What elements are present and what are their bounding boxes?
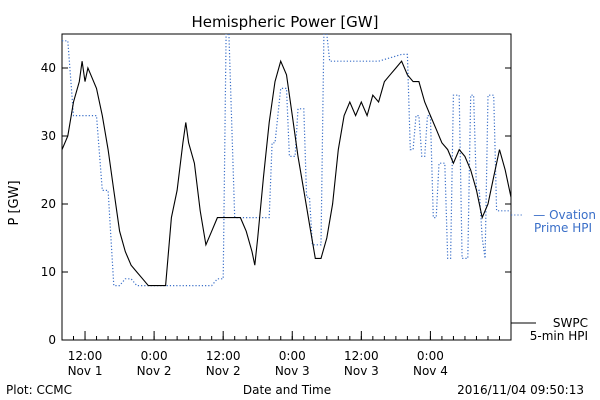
y-tick-label: 0 bbox=[48, 333, 56, 347]
x-tick-label-time: 0:00 bbox=[417, 349, 444, 363]
y-tick-label: 10 bbox=[41, 265, 56, 279]
plot-frame bbox=[61, 33, 512, 341]
x-tick-label-date: Nov 2 bbox=[137, 364, 172, 378]
x-tick-label-date: Nov 1 bbox=[68, 364, 103, 378]
x-tick-label-date: Nov 4 bbox=[413, 364, 448, 378]
x-tick-label-date: Nov 3 bbox=[275, 364, 310, 378]
x-tick-label-time: 12:00 bbox=[206, 349, 241, 363]
y-tick-label: 40 bbox=[41, 61, 56, 75]
x-tick-label-date: Nov 3 bbox=[344, 364, 379, 378]
x-tick-label-date: Nov 2 bbox=[206, 364, 241, 378]
x-tick-label-time: 0:00 bbox=[279, 349, 306, 363]
y-axis: 0 10 20 30 40 bbox=[41, 61, 511, 347]
series-layer bbox=[62, 34, 511, 287]
y-tick-label: 30 bbox=[41, 129, 56, 143]
swpc-series-line bbox=[62, 59, 511, 287]
y-axis-label: P [GW] bbox=[7, 180, 22, 225]
x-axis-label: Date and Time bbox=[243, 383, 331, 397]
ovation-legend-label: — Ovation bbox=[533, 208, 596, 222]
x-tick-label-time: 12:00 bbox=[68, 349, 103, 363]
ovation-legend-label: Prime HPI bbox=[534, 221, 592, 235]
x-tick-label-time: 12:00 bbox=[344, 349, 379, 363]
footer-timestamp: 2016/11/04 09:50:13 bbox=[457, 383, 584, 397]
footer-plot-credit: Plot: CCMC bbox=[6, 383, 72, 397]
x-tick-label-time: 0:00 bbox=[141, 349, 168, 363]
swpc-legend-label: SWPC bbox=[553, 316, 588, 330]
swpc-legend-label: 5-min HPI bbox=[530, 329, 588, 343]
y-tick-label: 20 bbox=[41, 197, 56, 211]
chart-title: Hemispheric Power [GW] bbox=[192, 13, 379, 31]
ovation-prime-series-line bbox=[62, 34, 511, 287]
